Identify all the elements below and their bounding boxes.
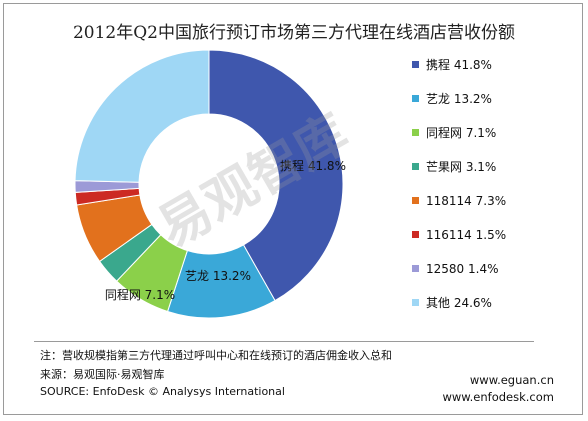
- site-link-eguan[interactable]: www.eguan.cn: [469, 373, 554, 387]
- slice-labels: 携程 41.8% 艺龙 13.2% 同程网 7.1%: [105, 158, 346, 302]
- donut-slice-8: [74, 49, 210, 183]
- slice-label-2: 艺龙 13.2%: [185, 269, 251, 283]
- donut-chart: 携程 41.8%艺龙 13.2%同程网 7.1% 易观智库 携程 41.8%艺龙…: [74, 49, 506, 319]
- legend-label-7: 12580 1.4%: [426, 262, 498, 276]
- legend-swatch-3: [412, 129, 419, 136]
- slice-label-1: 携程 41.8%: [280, 158, 346, 173]
- legend-label-2: 艺龙 13.2%: [426, 92, 492, 106]
- footer-divider: [34, 341, 534, 342]
- legend-label-8: 其他 24.6%: [426, 296, 492, 310]
- footer-source-cn: 来源：易观国际·易观智库: [40, 368, 165, 381]
- legend-swatch-6: [412, 231, 419, 238]
- chart-frame: 2012年Q2中国旅行预订市场第三方代理在线酒店营收份额 携程 41.8% 艺龙 …: [3, 3, 583, 415]
- slice-label-3: 同程网 7.1%: [105, 287, 175, 302]
- legend-label-1: 携程 41.8%: [426, 57, 492, 72]
- donut-slices: [74, 49, 344, 319]
- legend-label-3: 同程网 7.1%: [426, 125, 496, 140]
- legend-swatch-7: [412, 265, 419, 272]
- legend: 携程 41.8% 艺龙 13.2% 同程网 7.1% 芒果网 3.1% 118114 7…: [412, 57, 506, 310]
- legend-swatch-1: [412, 61, 419, 68]
- footer-source-en: SOURCE: EnfoDesk © Analysys Internationa…: [40, 385, 285, 398]
- legend-label-5: 118114 7.3%: [426, 194, 506, 208]
- site-link-enfodesk[interactable]: www.enfodesk.com: [442, 390, 554, 404]
- legend-label-4: 芒果网 3.1%: [426, 159, 496, 174]
- legend-label-6: 116114 1.5%: [426, 228, 506, 242]
- footer-note: 注：营收规模指第三方代理通过呼叫中心和在线预订的酒店佣金收入总和: [40, 349, 392, 362]
- chart-title: 2012年Q2中国旅行预订市场第三方代理在线酒店营收份额: [72, 23, 515, 43]
- legend-swatch-5: [412, 197, 419, 204]
- legend-swatch-4: [412, 163, 419, 170]
- legend-swatch-8: [412, 299, 419, 306]
- legend-swatch-2: [412, 95, 419, 102]
- donut-slice-1: [208, 49, 344, 302]
